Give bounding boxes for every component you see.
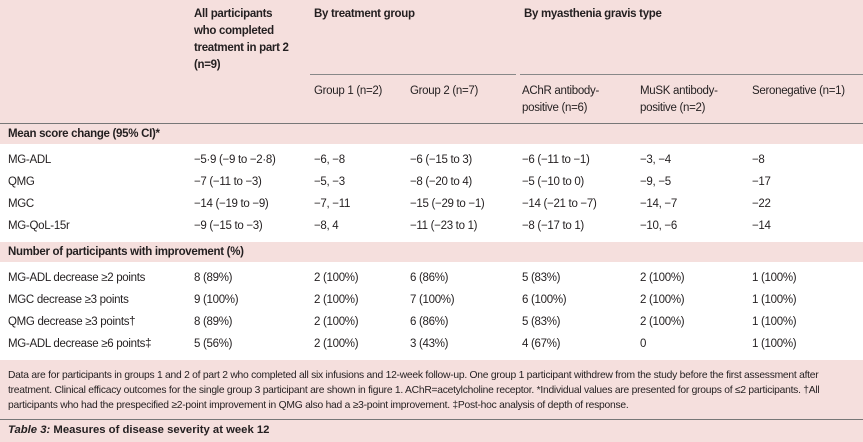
table-row: MG-ADL decrease ≥6 points‡ 5 (56%) 2 (100%… [0,333,863,360]
row-label: MGC decrease ≥3 points [0,289,180,311]
cell-value: 1 (100%) [748,311,863,333]
row-label: MG-ADL [0,144,180,171]
cell-value: −6 (−11 to −1) [518,144,637,171]
cell-value: −14 [748,215,863,242]
cell-value: −8 [748,144,863,171]
cell-value: 5 (83%) [518,262,637,289]
table-row: MG-ADL decrease ≥2 points 8 (89%) 2 (100%)… [0,262,863,289]
cell-value: −3, −4 [636,144,749,171]
mean-score-rows: MG-ADL −5·9 (−9 to −2·8) −6, −8 −6 (−15 to … [0,144,863,242]
cell-value: 2 (100%) [636,262,749,289]
table-row: QMG decrease ≥3 points† 8 (89%) 2 (100%) 6 … [0,311,863,333]
header-musk: MuSK antibody-positive (n=2) [640,85,718,114]
cell-value: 2 (100%) [310,311,406,333]
section-title: Number of participants with improvement … [8,246,244,258]
improvement-rows: MG-ADL decrease ≥2 points 8 (89%) 2 (100%)… [0,262,863,360]
header-achr: AChR antibody-positive (n=6) [522,85,599,114]
cell-value: 6 (86%) [406,311,519,333]
row-label: MG-ADL decrease ≥2 points [0,262,180,289]
cell-value: −6 (−15 to 3) [406,144,519,171]
table-row: MG-QoL-15r −9 (−15 to −3) −8, 4 −11 (−23 to… [0,215,863,242]
disease-severity-table: All participants who completed treatment… [0,0,863,360]
cell-value: 2 (100%) [310,262,406,289]
table-footnote: Data are for participants in groups 1 an… [8,370,820,411]
cell-value: −14 (−19 to −9) [180,193,310,215]
cell-value: −6, −8 [310,144,406,171]
row-label: MG-QoL-15r [0,215,180,242]
cell-value: −8 (−17 to 1) [518,215,637,242]
row-label: MG-ADL decrease ≥6 points‡ [0,333,180,360]
row-label: MGC [0,193,180,215]
cell-value: −17 [748,171,863,193]
cell-value: 1 (100%) [748,262,863,289]
cell-value: −10, −6 [636,215,749,242]
cell-value: 1 (100%) [748,333,863,360]
caption-label: Table 3: [8,424,51,436]
caption-text: Measures of disease severity at week 12 [50,424,270,436]
table-row: MG-ADL −5·9 (−9 to −2·8) −6, −8 −6 (−15 to … [0,144,863,171]
table-caption: Table 3: Measures of disease severity at… [0,420,863,442]
cell-value: 2 (100%) [636,289,749,311]
cell-value: 1 (100%) [748,289,863,311]
cell-value: 4 (67%) [518,333,637,360]
cell-value: −8, 4 [310,215,406,242]
header-group-1: Group 1 (n=2) [314,85,383,97]
table-row: MGC −14 (−19 to −9) −7, −11 −15 (−29 to −1)… [0,193,863,215]
header-by-mg-type: By myasthenia gravis type [516,0,863,75]
cell-value: 6 (86%) [406,262,519,289]
cell-value: −7 (−11 to −3) [180,171,310,193]
row-label: QMG [0,171,180,193]
cell-value: −15 (−29 to −1) [406,193,519,215]
table-row: MGC decrease ≥3 points 9 (100%) 2 (100%) 7 … [0,289,863,311]
cell-value: −5, −3 [310,171,406,193]
cell-value: 9 (100%) [180,289,310,311]
table-row: QMG −7 (−11 to −3) −5, −3 −8 (−20 to 4) −5 (… [0,171,863,193]
cell-value: 5 (83%) [518,311,637,333]
cell-value: 6 (100%) [518,289,637,311]
header-seronegative: Seronegative (n=1) [752,85,845,97]
cell-value: −9 (−15 to −3) [180,215,310,242]
cell-value: 2 (100%) [310,333,406,360]
cell-value: −14 (−21 to −7) [518,193,637,215]
cell-value: −9, −5 [636,171,749,193]
cell-value: −7, −11 [310,193,406,215]
cell-value: 0 [636,333,749,360]
cell-value: −5·9 (−9 to −2·8) [180,144,310,171]
header-all-participants: All participants who completed treatment… [194,8,289,71]
cell-value: 2 (100%) [310,289,406,311]
cell-value: −14, −7 [636,193,749,215]
cell-value: 3 (43%) [406,333,519,360]
header-by-treatment-group: By treatment group [310,0,519,75]
cell-value: 8 (89%) [180,311,310,333]
cell-value: −11 (−23 to 1) [406,215,519,242]
cell-value: 2 (100%) [636,311,749,333]
cell-value: −8 (−20 to 4) [406,171,519,193]
section-title: Mean score change (95% CI)* [0,123,863,144]
header-group-2: Group 2 (n=7) [410,85,479,97]
cell-value: 8 (89%) [180,262,310,289]
cell-value: 5 (56%) [180,333,310,360]
caption-divider [0,419,863,420]
cell-value: 7 (100%) [406,289,519,311]
cell-value: −22 [748,193,863,215]
cell-value: −5 (−10 to 0) [518,171,637,193]
row-label: QMG decrease ≥3 points† [0,311,180,333]
